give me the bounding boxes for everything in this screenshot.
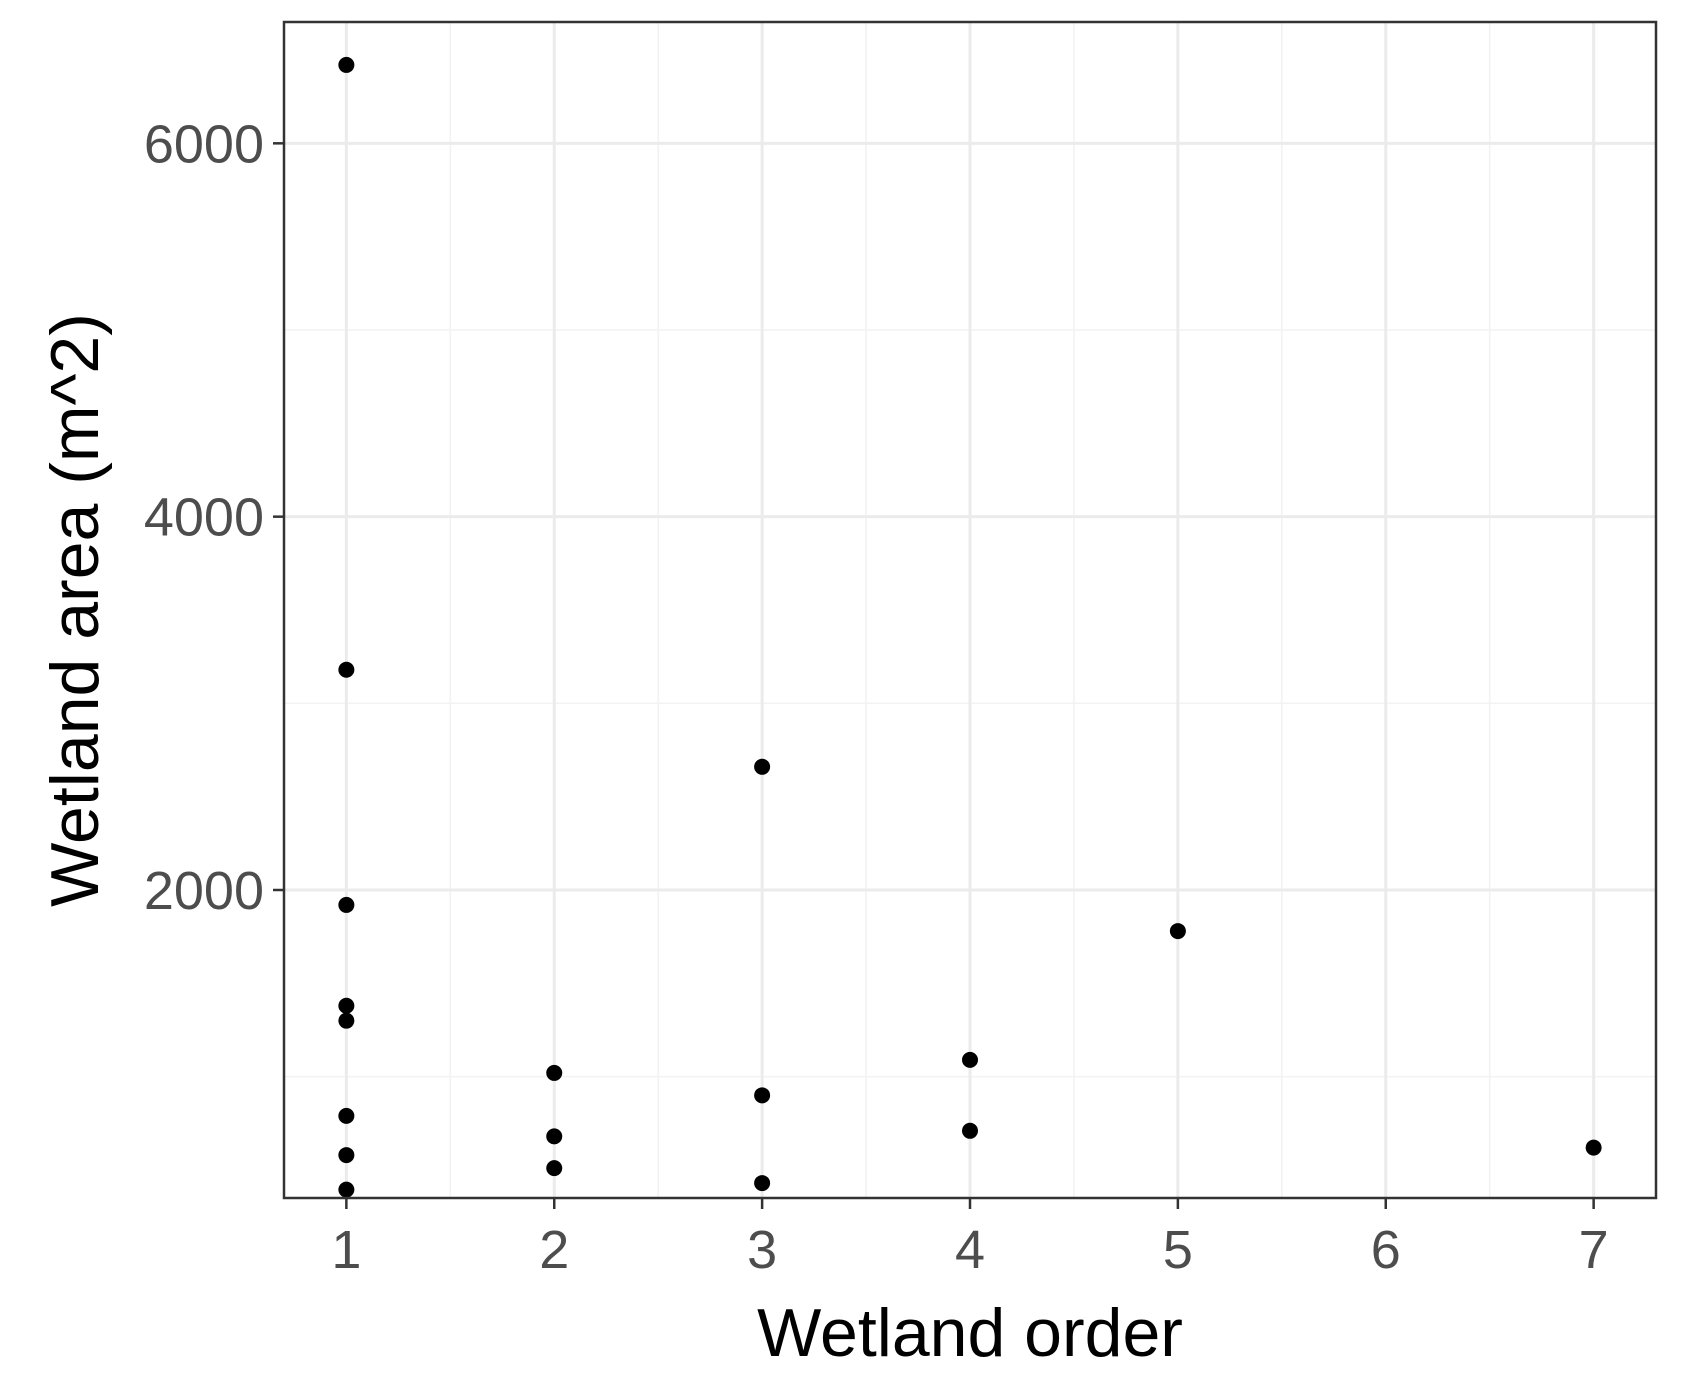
y-axis-title: Wetland area (m^2) <box>37 313 113 907</box>
data-point <box>338 661 355 678</box>
x-tick-label: 5 <box>1163 1220 1193 1280</box>
y-tick-label: 6000 <box>144 114 264 174</box>
data-point <box>962 1122 978 1139</box>
data-point <box>962 1051 978 1068</box>
x-tick-label: 2 <box>539 1220 569 1280</box>
x-axis-ticks: 1 2 3 4 5 6 7 <box>331 1198 1609 1280</box>
data-point <box>1585 1139 1602 1156</box>
x-axis-title: Wetland order <box>757 1295 1183 1371</box>
x-tick-label: 3 <box>747 1220 777 1280</box>
data-points <box>338 56 1602 1198</box>
y-axis-ticks: 2000 4000 6000 <box>144 114 284 921</box>
x-tick-label: 1 <box>331 1220 361 1280</box>
y-tick-label: 4000 <box>144 488 264 548</box>
x-tick-label: 6 <box>1371 1220 1401 1280</box>
x-tick-label: 4 <box>955 1220 985 1280</box>
data-point <box>1169 923 1186 940</box>
data-point <box>546 1128 563 1145</box>
minor-gridlines <box>284 22 1656 1198</box>
data-point <box>546 1160 563 1177</box>
data-point <box>338 997 355 1014</box>
data-point <box>338 1012 355 1029</box>
x-tick-label: 7 <box>1579 1220 1609 1280</box>
data-point <box>338 1181 355 1198</box>
data-point <box>546 1064 563 1081</box>
y-tick-label: 2000 <box>144 861 264 921</box>
data-point <box>338 1147 355 1164</box>
data-point <box>338 896 355 913</box>
data-point <box>754 1175 771 1192</box>
data-point <box>338 56 355 73</box>
data-point <box>754 1087 771 1104</box>
data-point <box>338 1107 355 1124</box>
data-point <box>754 758 771 775</box>
